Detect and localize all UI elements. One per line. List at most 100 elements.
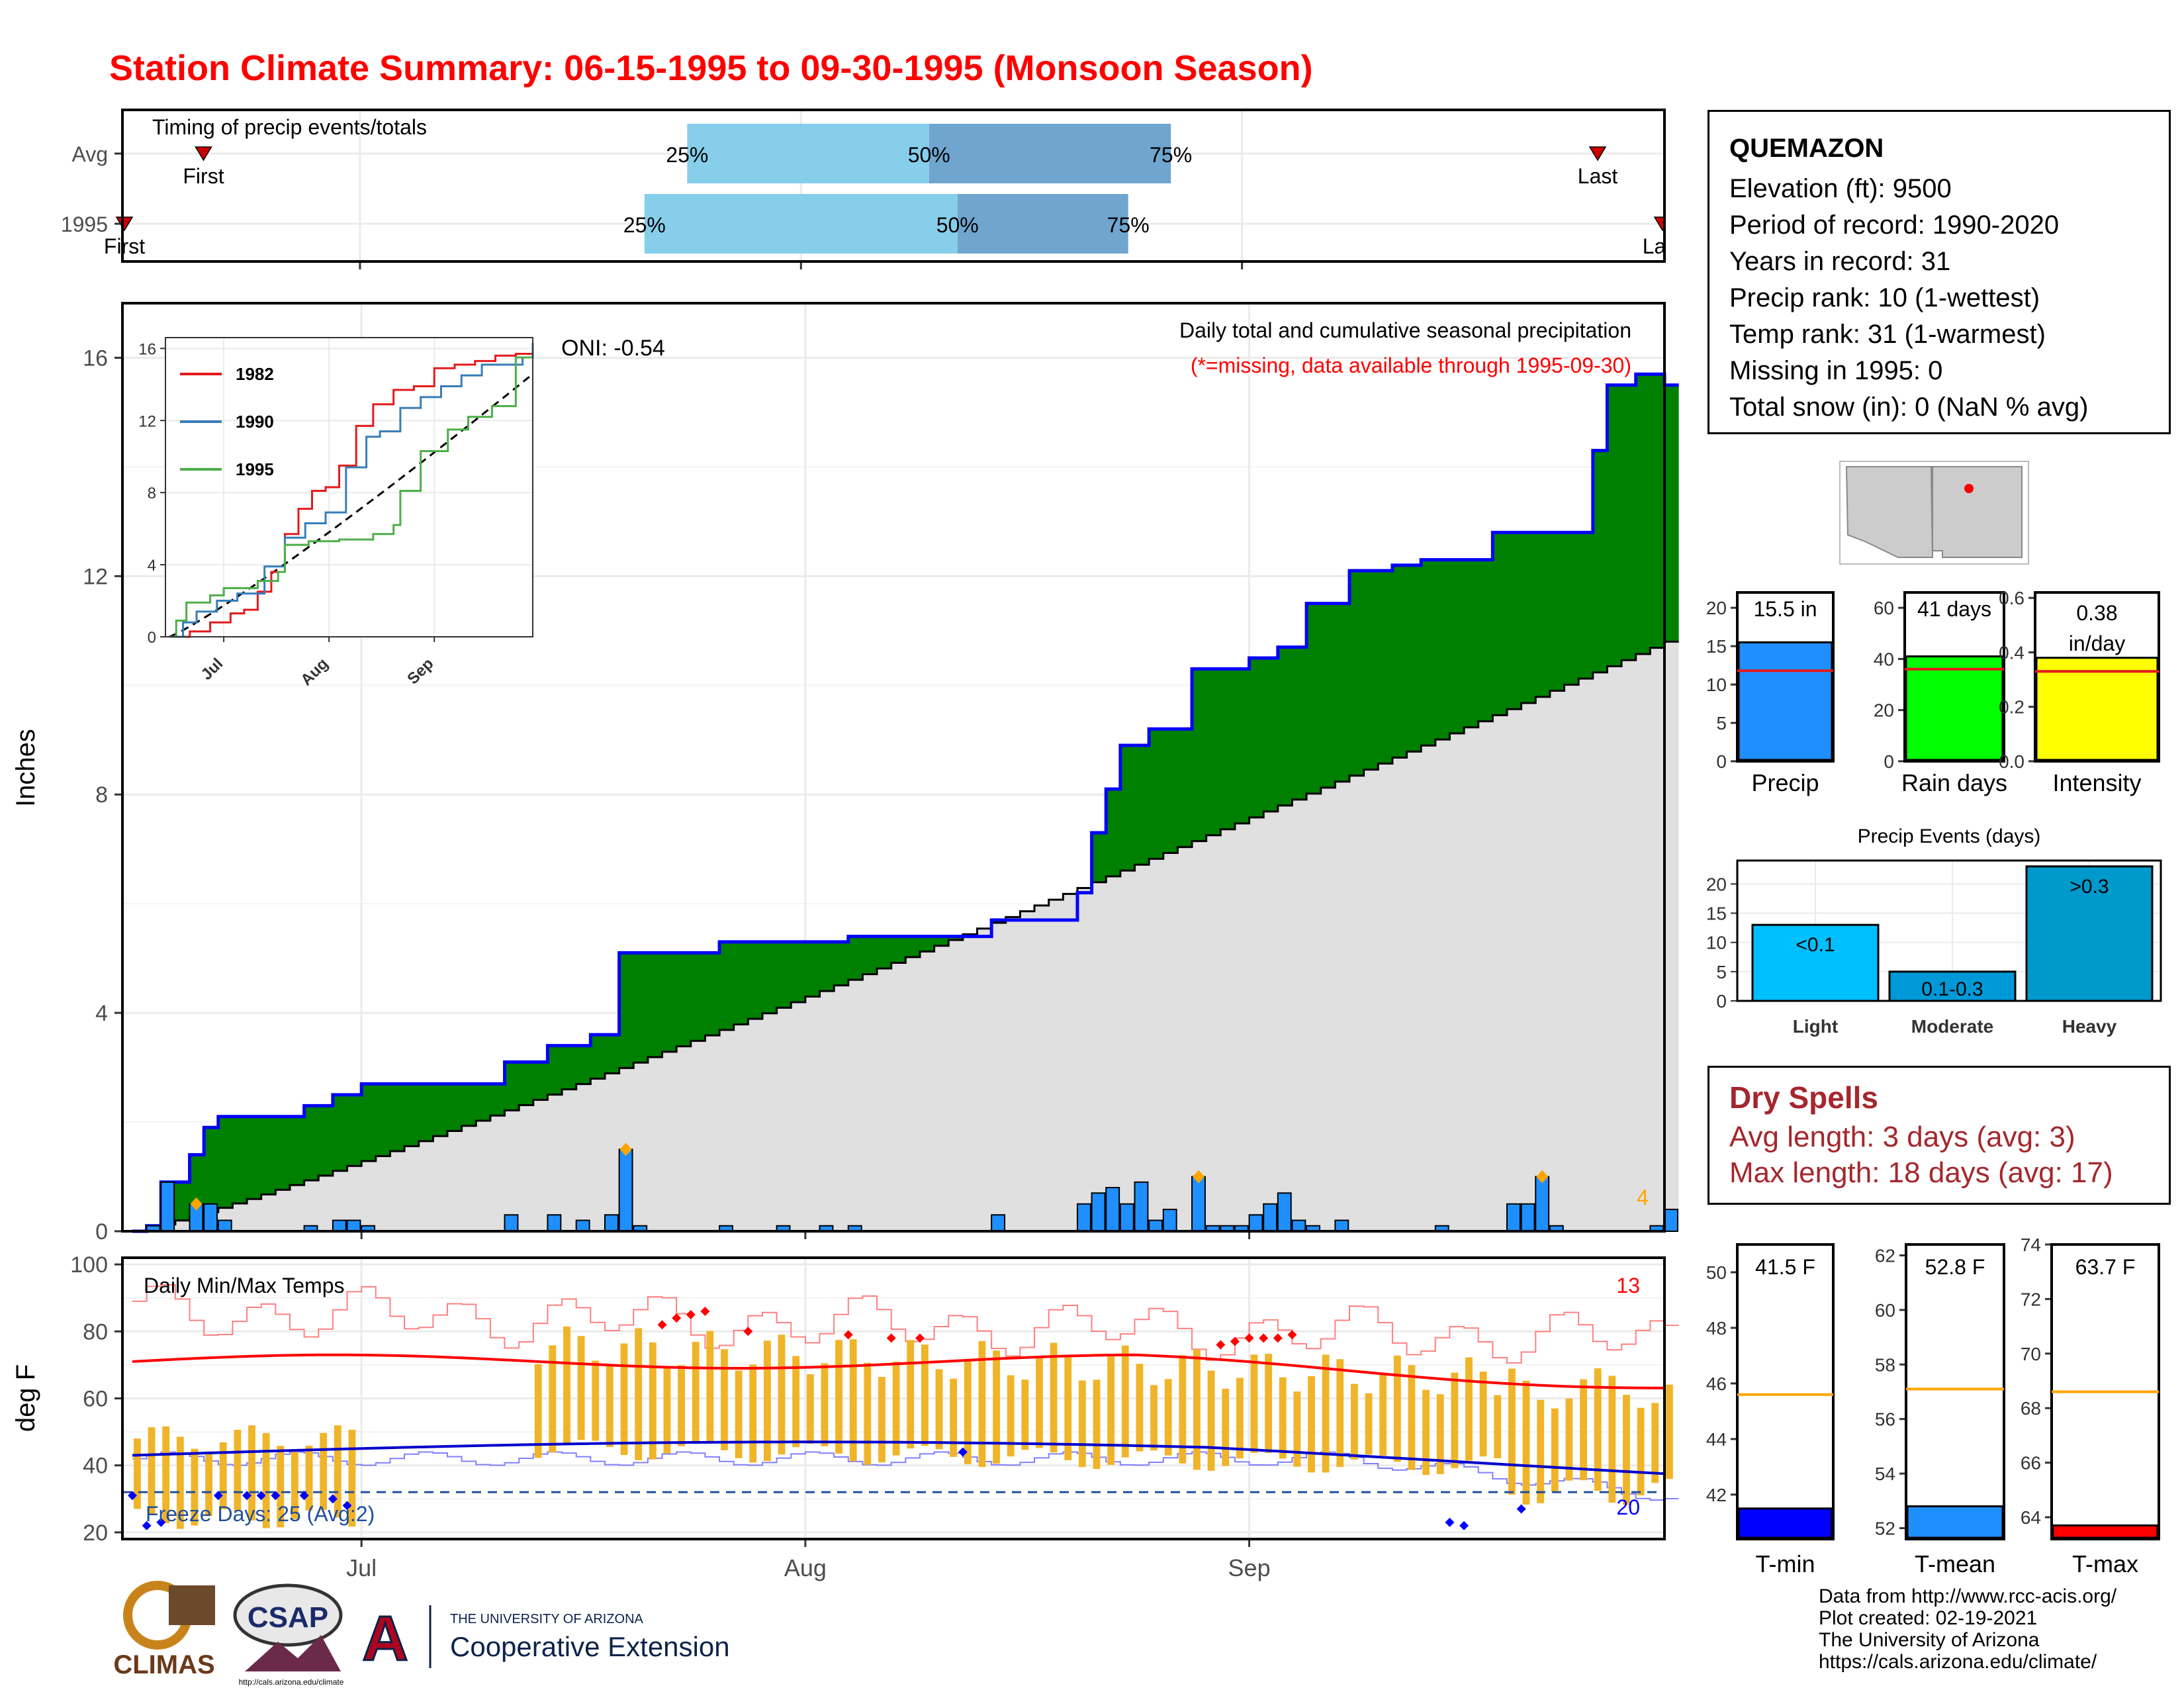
- temps-daily-range-bar: [334, 1425, 341, 1518]
- precip-daily-bar: [1105, 1187, 1120, 1233]
- tsum-ytick-label: 44: [1706, 1429, 1727, 1450]
- temps-daily-range-bar: [1279, 1377, 1287, 1459]
- temps-daily-range-bar: [921, 1344, 929, 1446]
- inset-legend-label: 1990: [236, 412, 274, 432]
- map-state-new-mexico: [1932, 466, 2023, 558]
- credits: Data from http://www.rcc-acis.org/ Plot …: [1819, 1585, 2116, 1673]
- temps-cold-marker: [142, 1521, 152, 1530]
- info-line: Missing in 1995: 0: [1729, 356, 1943, 385]
- precip-daily-bar: [1134, 1181, 1149, 1233]
- timing-bar-25-50: [644, 194, 958, 254]
- events-frame: [1736, 859, 2162, 1002]
- temps-daily-range-bar: [1608, 1376, 1616, 1503]
- credit-line: https://cals.arizona.edu/climate/: [1819, 1651, 2097, 1673]
- dry-avg-length: Avg length: 3 days (avg: 3): [1729, 1121, 2075, 1153]
- summary-bar: [1737, 641, 1833, 761]
- summary-ytick-label: 40: [1874, 649, 1894, 669]
- temps-daily-range-bar: [1465, 1357, 1473, 1461]
- temps-daily-range-bar: [878, 1377, 886, 1463]
- precip-ytick-label: 8: [95, 782, 108, 808]
- temps-hot-marker: [1287, 1330, 1297, 1340]
- precip-extreme-marker: [1193, 1170, 1205, 1184]
- temps-cold-marker: [1459, 1521, 1469, 1530]
- inset-series-line: [169, 352, 534, 638]
- tsum-frame: [1905, 1243, 2005, 1540]
- temps-cold-marker: [342, 1501, 352, 1511]
- temps-daily-range-bar: [1365, 1393, 1373, 1455]
- temps-daily-range-bar: [721, 1349, 728, 1450]
- temps-daily-range-bar: [219, 1442, 227, 1510]
- precip-daily-bar: [203, 1203, 218, 1232]
- timing-title: Timing of precip events/totals: [152, 115, 427, 139]
- inset-ytick-label: 0: [148, 629, 156, 647]
- temps-daily-range-bar: [821, 1363, 829, 1446]
- temps-ylabel: deg F: [11, 1364, 40, 1432]
- timing-edge-mask: [1666, 111, 1706, 260]
- temps-daily-range-bar: [348, 1430, 356, 1527]
- precip-missing-note: (*=missing, data available through 1995-…: [1191, 353, 1631, 377]
- temps-daily-range-bar: [1078, 1380, 1086, 1468]
- timing-q50-label: 50%: [908, 143, 950, 167]
- tsum-panel-label: T-min: [1756, 1550, 1815, 1577]
- temps-daily-range-bar: [1623, 1395, 1630, 1505]
- events-ytick-label: 5: [1716, 962, 1727, 982]
- temps-hot-marker: [1273, 1333, 1283, 1343]
- temps-cold-marker: [1445, 1517, 1455, 1527]
- summary-panel-label: Precip: [1751, 769, 1819, 796]
- temps-daily-range-bar: [1666, 1384, 1673, 1479]
- station-info-box: QUEMAZON Elevation (ft): 9500 Period of …: [1707, 110, 2171, 434]
- summary-ytick-label: 20: [1706, 598, 1727, 618]
- summary-ytick-label: 20: [1874, 700, 1894, 721]
- tsum-ytick-label: 70: [2021, 1344, 2041, 1364]
- precip-daily-bar: [332, 1219, 347, 1232]
- precip-ytick-label: 16: [83, 346, 108, 371]
- tsum-ytick-label: 50: [1706, 1262, 1727, 1283]
- temps-daily-range-bar: [234, 1429, 242, 1512]
- precip-extreme-marker: [1536, 1170, 1549, 1184]
- credit-line: Plot created: 02-19-2021: [1819, 1607, 2038, 1629]
- events-panel: 0 5 10 15 20 <0.1 Light 0.1-0.3 Moderate >0.3 Heav…: [1706, 825, 2162, 1037]
- credit-line: Data from http://www.rcc-acis.org/: [1819, 1585, 2117, 1607]
- tsum-bar: [1906, 1505, 2004, 1539]
- events-category-label: Light: [1793, 1016, 1838, 1037]
- credit-line: The University of Arizona: [1819, 1629, 2040, 1651]
- temps-hot-marker: [886, 1333, 896, 1343]
- timing-bar-50-75: [929, 124, 1171, 183]
- temps-daily-range-bar: [1537, 1399, 1545, 1503]
- station-name: QUEMAZON: [1729, 134, 1884, 163]
- temps-daily-range-bar: [563, 1326, 570, 1445]
- precip-extreme-marker: [190, 1197, 203, 1211]
- precip-annotation: Daily total and cumulative seasonal prec…: [1179, 318, 1631, 342]
- events-ytick-label: 15: [1706, 904, 1727, 924]
- info-line: Total snow (in): 0 (NaN % avg): [1729, 393, 2089, 422]
- dry-max-length: Max length: 18 days (avg: 17): [1729, 1156, 2113, 1189]
- climas-logo-text: CLIMAS: [113, 1650, 214, 1679]
- temps-daily-range-bar: [950, 1378, 958, 1457]
- precip-daily-bar: [604, 1214, 619, 1232]
- precip-ytick-label: 4: [95, 1001, 108, 1026]
- temps-daily-range-bar: [1265, 1354, 1273, 1453]
- temps-daily-range-bar: [806, 1374, 814, 1444]
- temps-daily-range-bar: [1250, 1354, 1258, 1453]
- tsum-ytick-label: 48: [1706, 1318, 1727, 1338]
- events-category-label: Heavy: [2062, 1016, 2117, 1037]
- summary-ytick-label: 60: [1874, 598, 1894, 618]
- temps-daily-range-bar: [1207, 1370, 1215, 1471]
- precip-daily-bar: [1091, 1192, 1106, 1233]
- dry-spells-box: Dry Spells Avg length: 3 days (avg: 3) M…: [1707, 1066, 2171, 1205]
- summary-ytick-label: 5: [1716, 713, 1727, 733]
- inset-ytick-label: 4: [148, 557, 156, 575]
- temps-daily-range-bar: [692, 1342, 700, 1442]
- precip-daily-bar: [1277, 1192, 1292, 1233]
- inset-ytick-label: 12: [138, 412, 156, 430]
- temps-daily-range-bar: [1121, 1345, 1129, 1458]
- temps-daily-range-bar: [1651, 1403, 1659, 1483]
- temps-daily-range-bar: [1565, 1398, 1573, 1481]
- temps-hot-marker: [743, 1327, 753, 1336]
- temps-daily-range-bar: [1408, 1365, 1416, 1470]
- temps-frame: [121, 1256, 1666, 1540]
- temps-ytick-label: 40: [83, 1454, 108, 1479]
- temps-panel: 20 40 60 80 100 Jul Aug Sep Daily Min/Max Temps F…: [11, 1252, 1679, 1581]
- temps-xtick-label: Aug: [784, 1554, 827, 1581]
- precip-daily-bar: [1248, 1214, 1263, 1232]
